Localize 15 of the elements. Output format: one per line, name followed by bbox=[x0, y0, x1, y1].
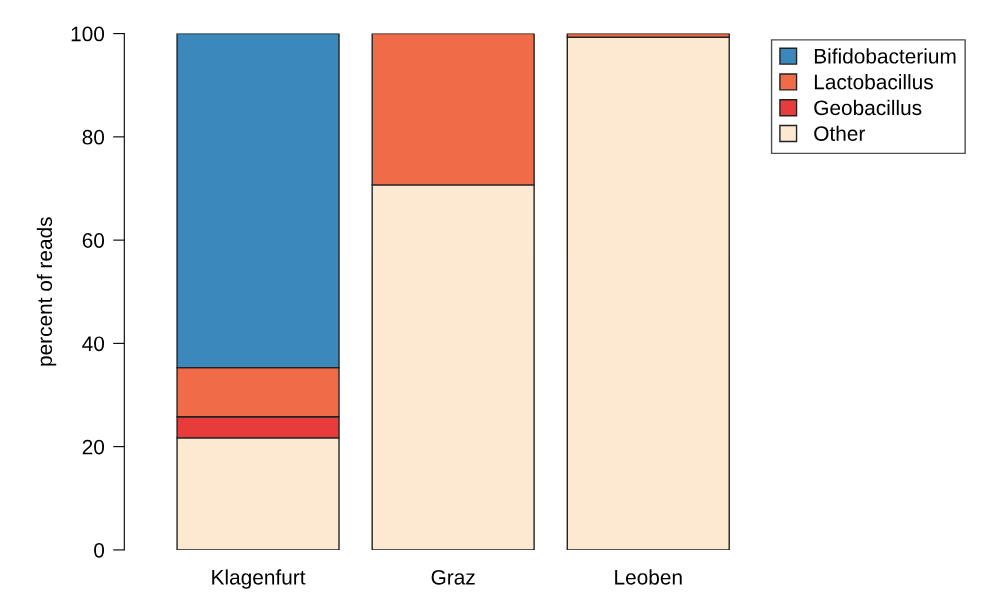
x-tick-label: Klagenfurt bbox=[212, 569, 306, 589]
legend-label: Other bbox=[814, 125, 865, 141]
legend-label: Bifidobacterium bbox=[814, 48, 956, 64]
x-tick-label: Leoben bbox=[615, 569, 682, 585]
y-tick-label: 60 bbox=[82, 233, 105, 248]
y-tick-label: 80 bbox=[82, 129, 105, 145]
legend-label: Lactobacillus bbox=[814, 74, 933, 90]
legend-label: Geobacillus bbox=[814, 99, 922, 116]
bar bbox=[566, 36, 730, 550]
x-tick-label: Graz bbox=[431, 569, 475, 585]
y-axis-title: percent of reads bbox=[36, 217, 57, 366]
y-tick-label: 20 bbox=[82, 439, 105, 455]
y-tick-label: 0 bbox=[94, 542, 105, 558]
y-tick-label: 100 bbox=[71, 26, 105, 42]
y-tick-label: 40 bbox=[82, 336, 105, 352]
